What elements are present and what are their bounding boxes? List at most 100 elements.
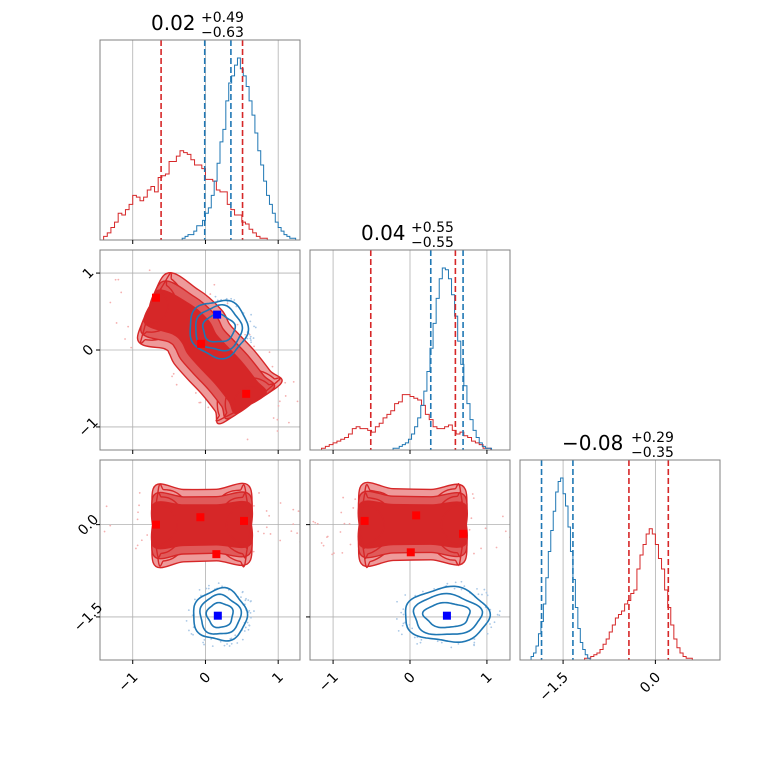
sample-point-blue: [420, 638, 423, 641]
sample-point-blue: [460, 588, 463, 591]
sample-point-red: [171, 375, 173, 378]
sample-point-blue: [247, 599, 250, 602]
y-tick-label: 0: [80, 342, 98, 360]
x-tick-label: 1: [269, 669, 287, 687]
sample-point-blue: [246, 621, 249, 624]
sample-point-blue: [401, 624, 404, 627]
blue-density-contour-2: [199, 593, 243, 635]
sample-point-red: [130, 346, 133, 349]
blue-density-contour-3: [421, 601, 471, 629]
sample-point-blue: [453, 587, 456, 590]
sample-point-red: [322, 544, 325, 547]
sample-point-blue: [246, 337, 249, 340]
hist-plot-area: [310, 250, 510, 450]
sample-point-blue: [205, 587, 208, 590]
title-upper-error: +0.55: [411, 220, 454, 236]
sample-point-blue: [198, 588, 201, 591]
sample-point-red: [316, 522, 319, 525]
sample-point-blue: [454, 581, 457, 584]
hist-blue: [526, 477, 598, 660]
sample-point-red: [279, 539, 282, 542]
marker-red: [242, 389, 251, 398]
hist-blue: [310, 267, 507, 450]
sample-point-red: [296, 532, 299, 535]
red-density-contour-3: [150, 500, 254, 550]
sample-point-blue: [249, 337, 252, 340]
sample-point-blue: [490, 626, 493, 629]
axes-frame: [99, 39, 301, 241]
sample-point-blue: [203, 638, 206, 641]
sample-point-red: [343, 522, 346, 525]
sample-point-red: [199, 401, 202, 404]
sample-point-red: [114, 278, 117, 281]
sample-point-blue: [252, 337, 255, 339]
marker-red: [459, 529, 468, 538]
hist-panel-param-1: [99, 39, 301, 244]
sample-point-red: [148, 269, 151, 272]
sample-point-blue: [481, 593, 483, 596]
sample-point-red: [244, 333, 247, 336]
sample-point-red: [314, 521, 317, 524]
sample-point-red: [268, 514, 271, 517]
marker-red: [412, 511, 421, 520]
sample-point-red: [331, 553, 334, 556]
sample-point-red: [284, 381, 287, 384]
sample-point-red: [512, 512, 514, 514]
sample-point-red: [473, 552, 475, 555]
sample-point-blue: [203, 643, 205, 646]
marker-red: [197, 339, 206, 348]
sample-point-red: [276, 418, 279, 421]
sample-point-blue: [460, 580, 463, 583]
sample-point-red: [320, 542, 323, 544]
sample-point-red: [253, 345, 255, 348]
sample-point-blue: [249, 320, 252, 323]
x-tick-label: 0.0: [637, 669, 664, 696]
sample-point-blue: [249, 600, 252, 603]
sample-point-blue: [235, 305, 238, 308]
marker-red: [152, 293, 160, 302]
sample-point-blue: [485, 591, 488, 594]
sample-point-red: [305, 509, 307, 511]
sample-point-red: [342, 496, 345, 499]
sample-point-blue: [402, 608, 405, 611]
sample-point-blue: [473, 641, 476, 644]
sample-point-red: [140, 539, 143, 542]
sample-point-blue: [486, 632, 489, 635]
panel-plot-area: [304, 460, 514, 660]
sample-point-red: [348, 522, 351, 525]
sample-point-blue: [221, 585, 223, 588]
hist-red: [575, 528, 702, 660]
axes-frame: [519, 459, 721, 661]
sample-point-blue: [244, 626, 247, 629]
sample-point-red: [257, 530, 260, 533]
sample-point-blue: [243, 630, 246, 632]
sample-point-blue: [416, 642, 419, 645]
scatter-panel-param-1-vs-2: [96, 249, 301, 454]
sample-point-blue: [446, 582, 449, 585]
blue-density-contour-1: [404, 585, 492, 643]
sample-point-blue: [396, 600, 398, 603]
sample-point-blue: [411, 627, 414, 630]
sample-point-blue: [395, 618, 398, 620]
hist-panel-param-2: [309, 249, 511, 454]
sample-point-blue: [253, 610, 255, 612]
sample-point-blue: [477, 593, 480, 596]
sample-point-red: [278, 400, 281, 403]
sample-point-red: [304, 530, 306, 532]
axes-frame: [99, 459, 301, 661]
sample-point-red: [287, 421, 290, 424]
sample-point-blue: [400, 633, 403, 636]
sample-point-blue: [200, 594, 202, 597]
sample-point-blue: [187, 609, 190, 612]
sample-point-blue: [247, 628, 250, 631]
sample-point-blue: [496, 613, 499, 616]
sample-point-blue: [208, 584, 210, 587]
marker-red: [360, 516, 369, 525]
sample-point-blue: [400, 611, 403, 614]
title-value: −0.08: [562, 431, 623, 455]
sample-point-blue: [413, 636, 416, 639]
sample-point-blue: [223, 644, 226, 647]
sample-point-red: [246, 438, 249, 441]
sample-point-blue: [192, 633, 194, 636]
marker-red: [196, 513, 205, 522]
